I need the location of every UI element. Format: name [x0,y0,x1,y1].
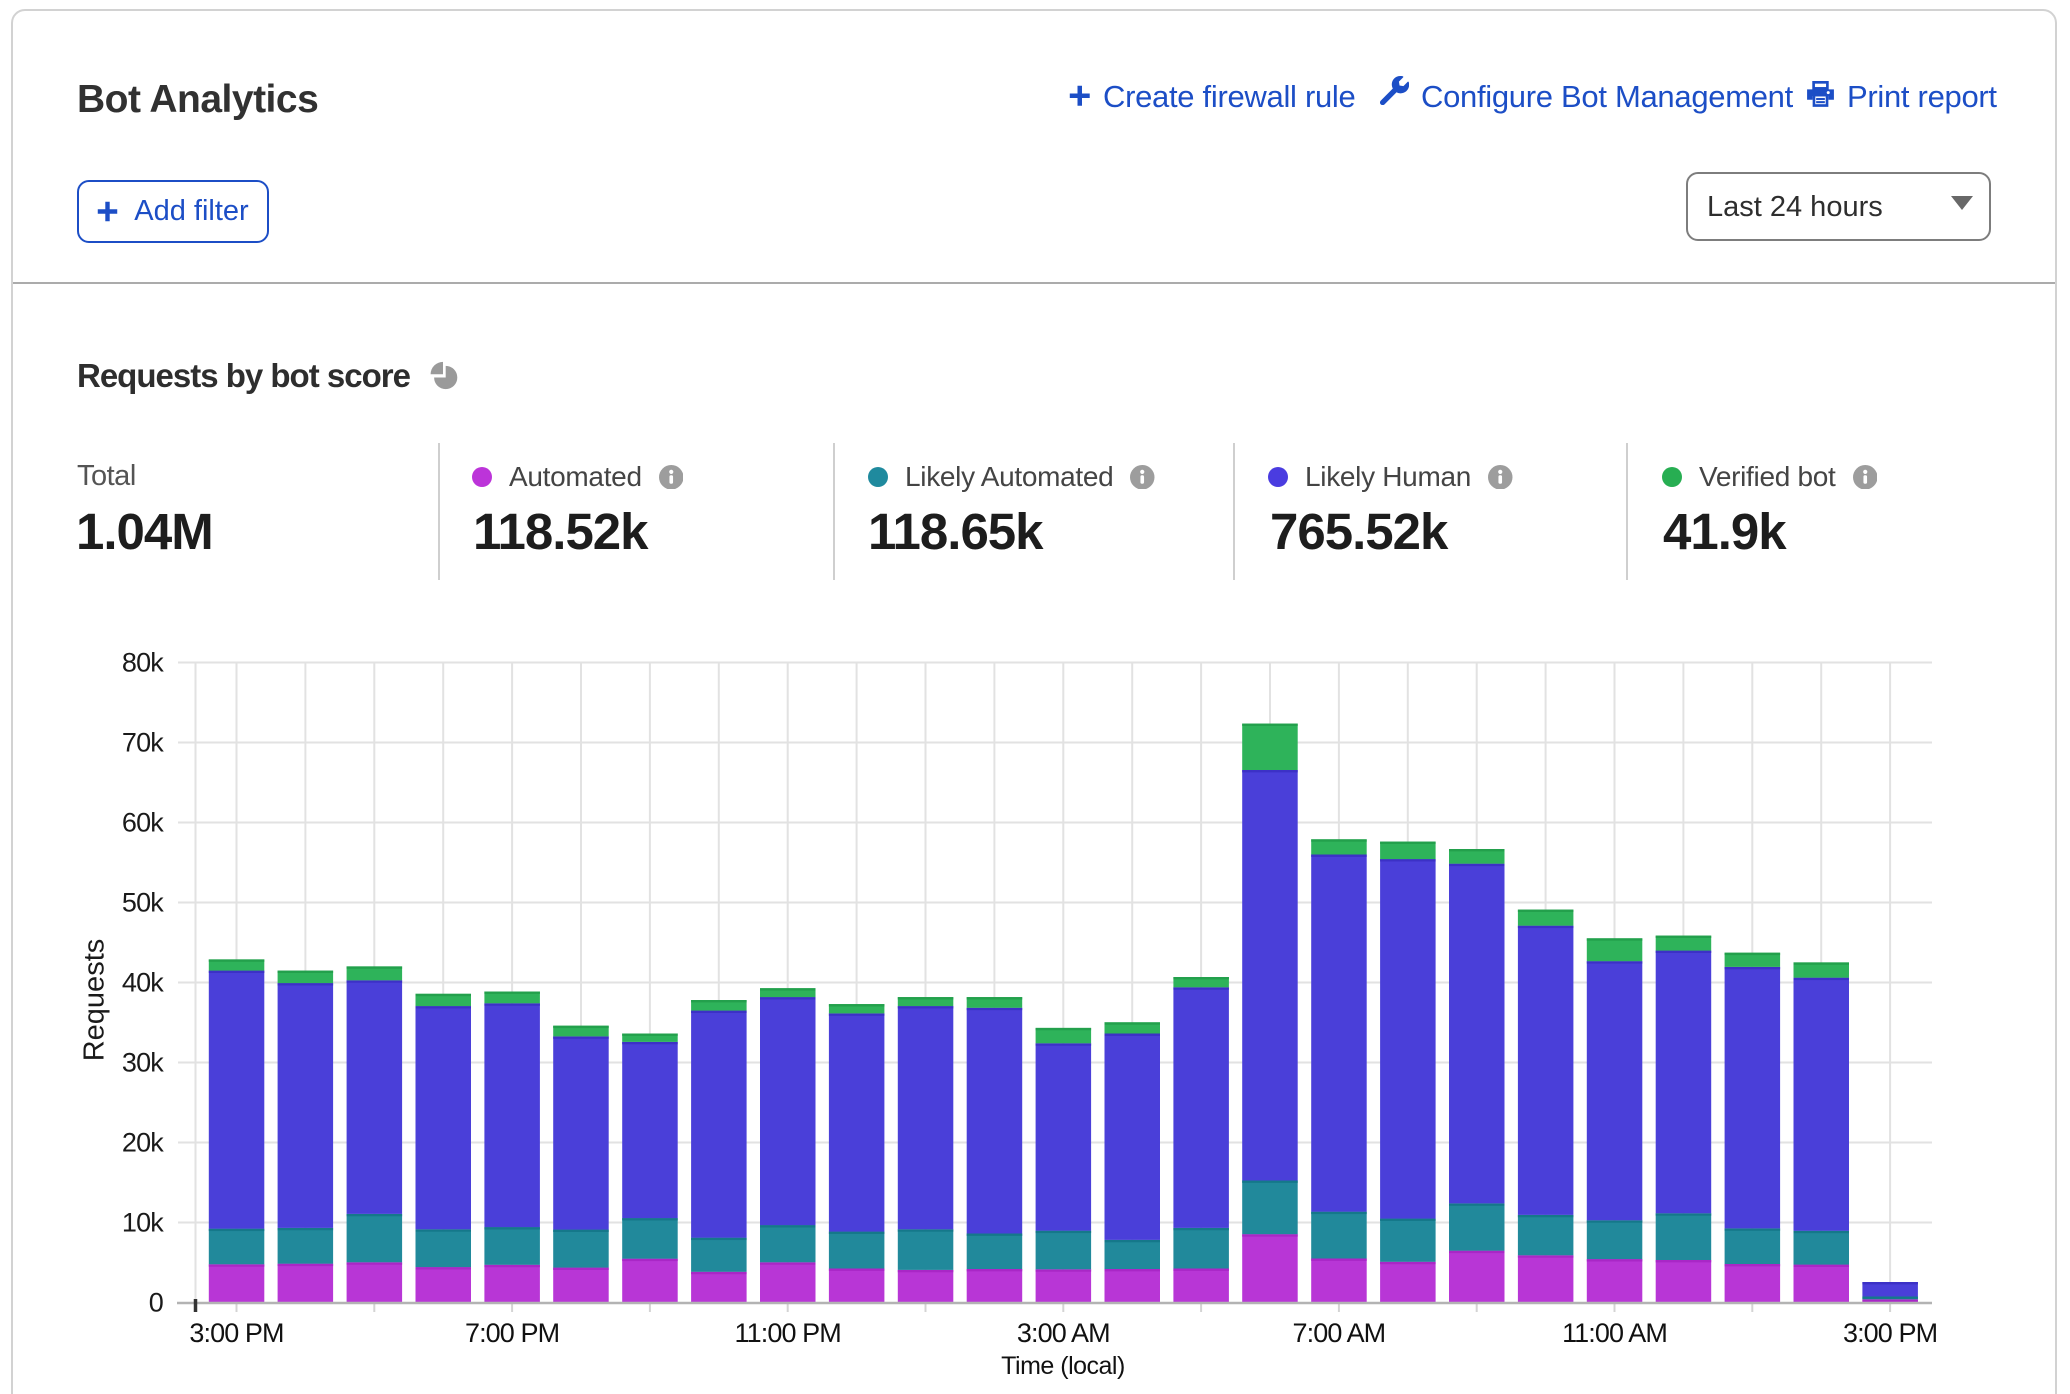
svg-text:11:00 PM: 11:00 PM [735,1318,841,1348]
svg-text:3:00 AM: 3:00 AM [1017,1318,1110,1348]
svg-text:60k: 60k [122,808,164,838]
svg-text:Requests: Requests [79,939,111,1062]
svg-text:20k: 20k [122,1128,164,1158]
svg-text:3:00 PM: 3:00 PM [1843,1318,1937,1348]
svg-text:7:00 PM: 7:00 PM [465,1318,559,1348]
svg-text:10k: 10k [122,1208,164,1238]
svg-text:11:00 AM: 11:00 AM [1562,1318,1667,1348]
svg-text:30k: 30k [122,1048,164,1078]
svg-text:50k: 50k [122,888,164,918]
svg-text:40k: 40k [122,968,164,998]
svg-text:80k: 80k [122,648,164,678]
svg-text:7:00 AM: 7:00 AM [1293,1318,1386,1348]
svg-text:0: 0 [149,1288,163,1318]
svg-text:3:00 PM: 3:00 PM [189,1318,283,1348]
svg-text:70k: 70k [122,728,164,758]
svg-text:Time (local): Time (local) [1001,1352,1125,1380]
